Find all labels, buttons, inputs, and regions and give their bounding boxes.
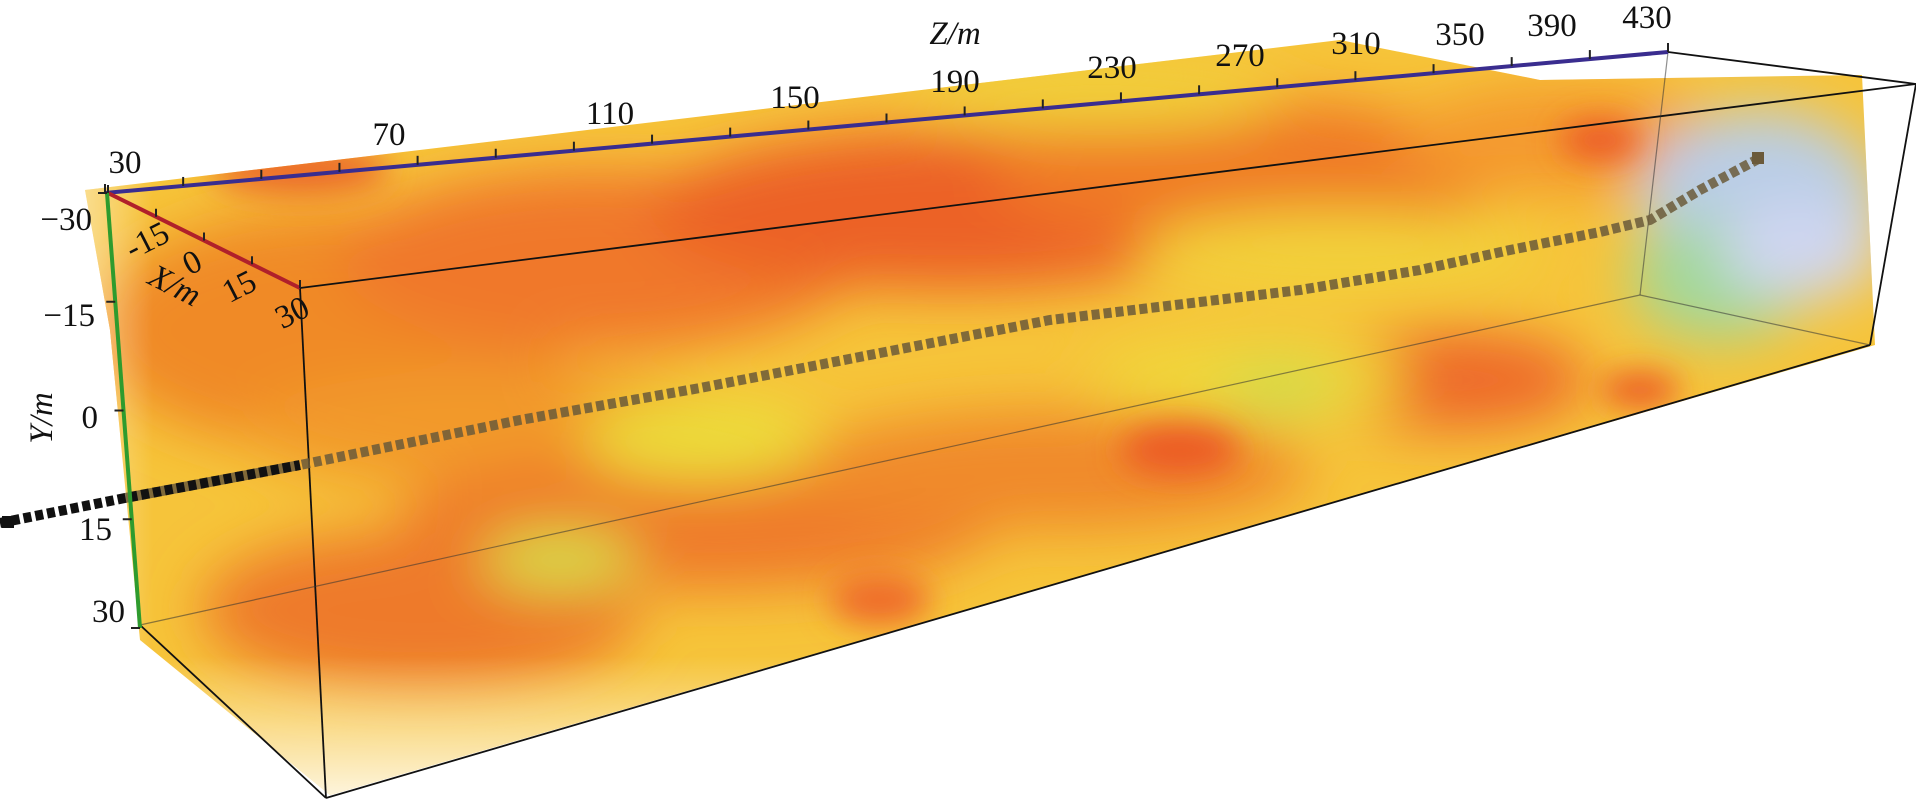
z-tick-label-230: 230 — [1087, 50, 1137, 86]
box-edge-front-left — [299, 287, 327, 799]
z-axis: Z/m 30 70 110 150 190 230 270 310 350 39… — [104, 0, 1672, 195]
z-tick-label-270: 270 — [1215, 38, 1265, 74]
box-edge-bottom-left — [139, 624, 327, 799]
z-tick-label-30: 30 — [109, 145, 142, 181]
box-edge-front-right — [1869, 83, 1916, 346]
z-tick-label-70: 70 — [373, 117, 406, 153]
y-axis: −30 −15 0 15 30 Y/m — [24, 192, 142, 630]
box-edge-back-bottom — [139, 294, 1641, 626]
y-tick-label-30: 30 — [92, 594, 125, 630]
z-tick-label-310: 310 — [1331, 26, 1381, 62]
y-axis-title: Y/m — [24, 392, 60, 443]
z-axis-ticks — [104, 43, 1669, 193]
box-edge-bottom-right — [1639, 294, 1871, 346]
z-tick-label-150: 150 — [770, 80, 820, 116]
y-tick-label-0: 0 — [82, 400, 99, 436]
z-axis-title: Z/m — [929, 16, 980, 52]
y-axis-ticks — [98, 192, 140, 629]
z-tick-label-110: 110 — [586, 96, 634, 132]
z-tick-label-430: 430 — [1622, 0, 1672, 36]
tunnel-start-marker — [2, 516, 14, 528]
box-edge-top-right — [1667, 51, 1916, 85]
box-edge-front-bottom — [325, 344, 1871, 799]
x-axis-ticks — [107, 185, 301, 288]
y-tick-label-minus-15: −15 — [43, 298, 95, 334]
tunnel-inside — [124, 153, 1763, 503]
box-edge-front-top — [299, 83, 1916, 289]
box-edge-back-right — [1639, 51, 1669, 296]
z-tick-label-190: 190 — [930, 64, 980, 100]
y-tick-label-minus-30: −30 — [40, 202, 92, 238]
tunnel-end-marker — [1752, 152, 1764, 164]
y-tick-label-15: 15 — [79, 512, 112, 548]
tunnel-outside — [0, 460, 301, 528]
bounding-box — [139, 51, 1916, 799]
z-tick-label-390: 390 — [1527, 8, 1577, 44]
tunnel-path — [0, 152, 1764, 528]
z-tick-label-350: 350 — [1435, 17, 1485, 53]
